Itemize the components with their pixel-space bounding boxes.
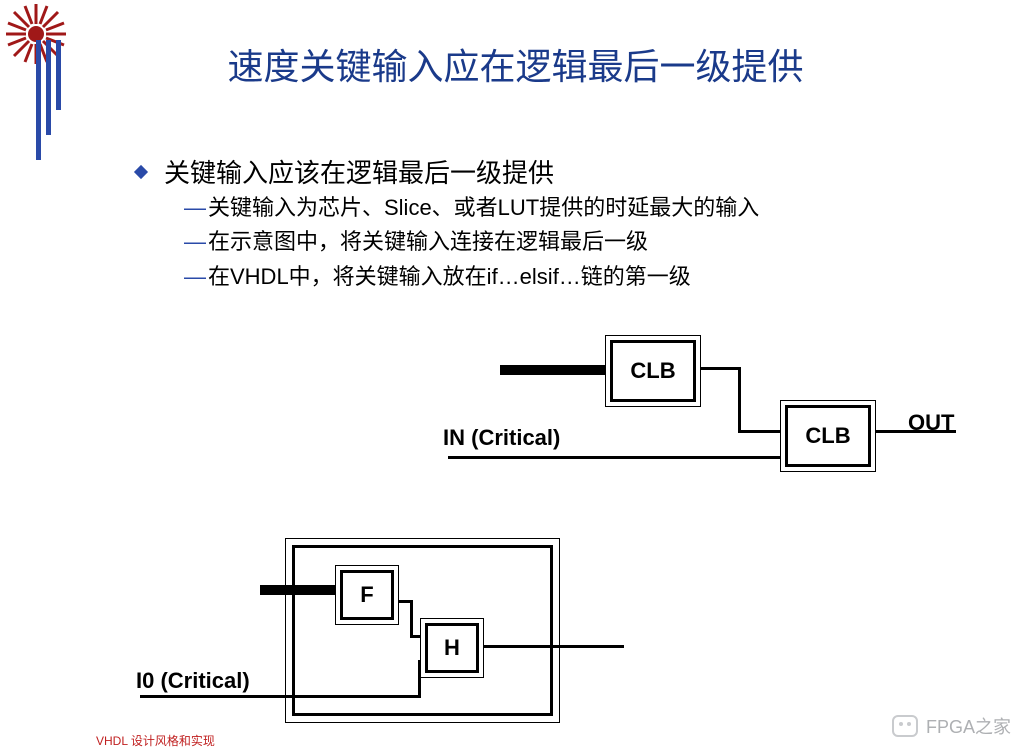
- diagram-label: IN (Critical): [443, 425, 560, 451]
- block-box: F: [335, 565, 399, 625]
- wire: [701, 367, 741, 370]
- block-box-label: H: [425, 623, 479, 673]
- bullet-level2: — 在VHDL中，将关键输入放在if…elsif…链的第一级: [130, 260, 980, 294]
- block-box: CLB: [780, 400, 876, 472]
- diagram-label: OUT: [908, 410, 954, 436]
- bullet-level2: — 关键输入为芯片、Slice、或者LUT提供的时延最大的输入: [130, 191, 980, 225]
- slide-title: 速度关键输入应在逻辑最后一级提供: [0, 38, 1031, 90]
- footer-text: VHDL 设计风格和实现: [96, 732, 215, 749]
- bullet-sub-text: 在VHDL中，将关键输入放在if…elsif…链的第一级: [208, 264, 691, 289]
- wire: [876, 430, 956, 433]
- wechat-icon: [892, 715, 918, 737]
- block-box: H: [420, 618, 484, 678]
- dash-bullet-icon: —: [184, 260, 206, 294]
- diagram-label: I0 (Critical): [136, 668, 250, 694]
- diamond-bullet-icon: [134, 165, 148, 179]
- wire: [500, 365, 605, 375]
- wire: [448, 456, 780, 459]
- clb-container: [285, 538, 560, 723]
- wire: [140, 695, 421, 698]
- wire: [260, 585, 335, 595]
- block-box-label: F: [340, 570, 394, 620]
- bullet-level2: — 在示意图中，将关键输入连接在逻辑最后一级: [130, 225, 980, 259]
- watermark: FPGA之家: [892, 713, 1011, 739]
- wire: [484, 645, 624, 648]
- wire: [738, 367, 741, 433]
- wire: [410, 635, 420, 638]
- watermark-text: FPGA之家: [926, 713, 1011, 739]
- slide: 速度关键输入应在逻辑最后一级提供 关键输入应该在逻辑最后一级提供 — 关键输入为…: [0, 0, 1031, 751]
- block-box: CLB: [605, 335, 701, 407]
- block-box-label: CLB: [785, 405, 871, 467]
- block-box-label: CLB: [610, 340, 696, 402]
- wire: [399, 600, 413, 603]
- bullet-level1: 关键输入应该在逻辑最后一级提供: [130, 155, 980, 191]
- bullet-list: 关键输入应该在逻辑最后一级提供 — 关键输入为芯片、Slice、或者LUT提供的…: [130, 155, 980, 294]
- bullet-main-text: 关键输入应该在逻辑最后一级提供: [164, 158, 554, 188]
- bullet-sub-text: 在示意图中，将关键输入连接在逻辑最后一级: [208, 229, 648, 254]
- wire: [738, 430, 780, 433]
- wire: [410, 600, 413, 638]
- clb-container-inner: [292, 545, 553, 716]
- diagram-layer: CLB CLB IN (Critical) OUT FH I0 (Critical): [0, 0, 1031, 751]
- dash-bullet-icon: —: [184, 191, 206, 225]
- dash-bullet-icon: —: [184, 225, 206, 259]
- wire: [418, 660, 421, 697]
- bullet-sub-text: 关键输入为芯片、Slice、或者LUT提供的时延最大的输入: [208, 195, 759, 220]
